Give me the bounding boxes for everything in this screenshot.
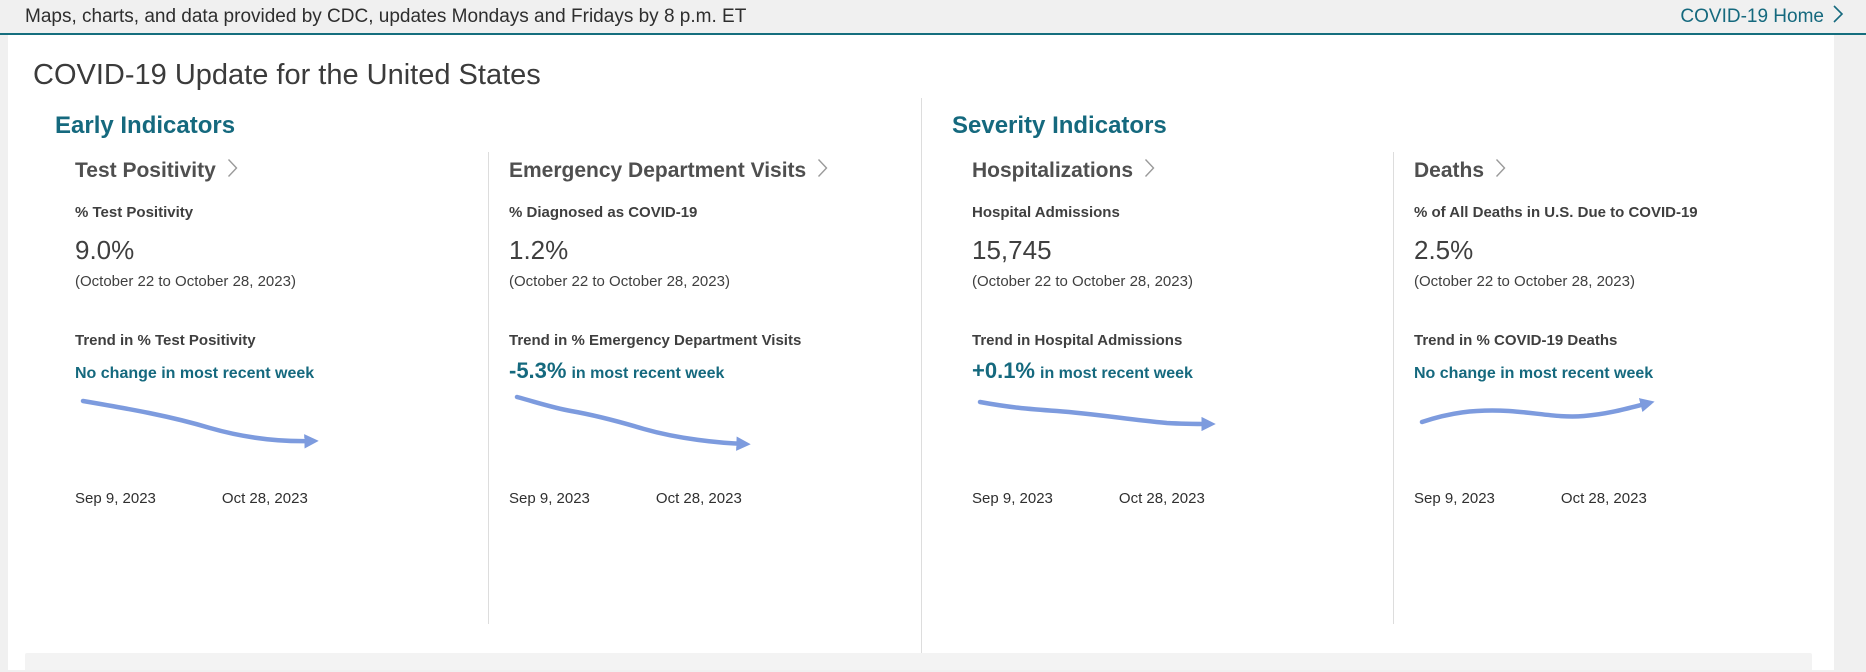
covid-home-link-label: COVID-19 Home	[1680, 5, 1824, 27]
card-title-label: Emergency Department Visits	[509, 159, 807, 182]
chevron-right-icon	[817, 158, 828, 184]
chevron-right-icon	[227, 158, 238, 184]
metric-label: % Diagnosed as COVID-19	[509, 204, 698, 221]
metric-value: 9.0%	[75, 235, 135, 265]
page-title: COVID-19 Update for the United States	[33, 59, 541, 91]
card-hospitalizations: Hospitalizations Hospital Admissions 15,…	[952, 152, 1393, 624]
card-deaths: Deaths % of All Deaths in U.S. Due to CO…	[1393, 152, 1834, 624]
start-date-label: Sep 9, 2023	[1414, 490, 1495, 507]
section-title-early: Early Indicators	[55, 112, 236, 139]
end-date-label: Oct 28, 2023	[655, 490, 742, 507]
deaths-link[interactable]: Deaths	[1414, 158, 1810, 184]
sparkline-date-range: Sep 9, 2023 Oct 28, 2023	[972, 490, 1369, 507]
trend-change-text: +0.1% in most recent week	[972, 358, 1369, 384]
end-date-label: Oct 28, 2023	[221, 490, 308, 507]
metric-label: Hospital Admissions	[972, 204, 1120, 221]
sparkline-date-range: Sep 9, 2023 Oct 28, 2023	[75, 490, 464, 507]
test-positivity-link[interactable]: Test Positivity	[75, 158, 464, 184]
trend-change-value: +0.1%	[972, 358, 1035, 383]
sparkline-date-range: Sep 9, 2023 Oct 28, 2023	[1414, 490, 1810, 507]
trend-label: Trend in % Test Positivity	[75, 332, 256, 349]
sparkline-path	[80, 398, 319, 449]
chevron-right-icon	[1144, 158, 1155, 184]
trend-sparkline-chart	[1419, 398, 1655, 425]
end-date-label: Oct 28, 2023	[1118, 490, 1205, 507]
trend-change-caption: No change in most recent week	[75, 365, 315, 382]
severity-cards: Hospitalizations Hospital Admissions 15,…	[952, 152, 1834, 624]
trend-change-text: No change in most recent week	[1414, 358, 1810, 384]
start-date-label: Sep 9, 2023	[509, 490, 590, 507]
chevron-right-icon	[1832, 4, 1844, 30]
metric-period: (October 22 to October 28, 2023)	[75, 273, 296, 290]
hospitalizations-link[interactable]: Hospitalizations	[972, 158, 1369, 184]
chevron-right-icon	[1495, 158, 1506, 184]
metric-value: 2.5%	[1414, 235, 1474, 265]
update-notice-text: Maps, charts, and data provided by CDC, …	[25, 5, 747, 27]
trend-change-caption: in most recent week	[1040, 365, 1193, 382]
metric-value: 15,745	[972, 235, 1052, 265]
card-title-label: Hospitalizations	[972, 159, 1134, 182]
next-section-preview	[25, 653, 1812, 670]
sparkline-path	[1419, 398, 1655, 425]
trend-sparkline-chart	[977, 399, 1216, 432]
sparkline-path	[977, 399, 1216, 432]
metric-value: 1.2%	[509, 235, 569, 265]
start-date-label: Sep 9, 2023	[972, 490, 1053, 507]
section-title-severity: Severity Indicators	[952, 112, 1167, 139]
covid-home-link[interactable]: COVID-19 Home	[1680, 4, 1844, 30]
trend-change-text: No change in most recent week	[75, 358, 464, 384]
trend-change-text: -5.3% in most recent week	[509, 358, 897, 384]
trend-sparkline-chart	[514, 394, 751, 451]
trend-change-caption: in most recent week	[571, 365, 725, 382]
metric-label: % of All Deaths in U.S. Due to COVID-19	[1414, 204, 1698, 221]
trend-change-caption: No change in most recent week	[1414, 365, 1654, 382]
metric-period: (October 22 to October 28, 2023)	[972, 273, 1193, 290]
metric-period: (October 22 to October 28, 2023)	[1414, 273, 1635, 290]
trend-sparkline-chart	[80, 398, 319, 449]
section-severity-indicators: Severity Indicators Hospitalizations Hos…	[921, 98, 1834, 653]
early-cards: Test Positivity % Test Positivity 9.0% (…	[55, 152, 921, 624]
metric-period: (October 22 to October 28, 2023)	[509, 273, 730, 290]
sparkline-path	[514, 394, 751, 451]
trend-label: Trend in % COVID-19 Deaths	[1414, 332, 1618, 349]
trend-label: Trend in Hospital Admissions	[972, 332, 1183, 349]
main-panel: COVID-19 Update for the United States Ea…	[8, 35, 1834, 670]
emergency-department-visits-link[interactable]: Emergency Department Visits	[509, 158, 897, 184]
card-title-label: Deaths	[1414, 159, 1485, 182]
indicator-sections: Early Indicators Test Positivity % Test …	[8, 98, 1834, 653]
top-notice-bar: Maps, charts, and data provided by CDC, …	[0, 0, 1866, 35]
section-early-indicators: Early Indicators Test Positivity % Test …	[8, 98, 921, 653]
metric-label: % Test Positivity	[75, 204, 194, 221]
card-test-positivity: Test Positivity % Test Positivity 9.0% (…	[55, 152, 488, 624]
trend-label: Trend in % Emergency Department Visits	[509, 332, 802, 349]
trend-change-value: -5.3%	[509, 358, 567, 383]
start-date-label: Sep 9, 2023	[75, 490, 156, 507]
sparkline-date-range: Sep 9, 2023 Oct 28, 2023	[509, 490, 897, 507]
end-date-label: Oct 28, 2023	[1560, 490, 1647, 507]
card-emergency-department-visits: Emergency Department Visits % Diagnosed …	[488, 152, 921, 624]
card-title-label: Test Positivity	[75, 159, 216, 182]
